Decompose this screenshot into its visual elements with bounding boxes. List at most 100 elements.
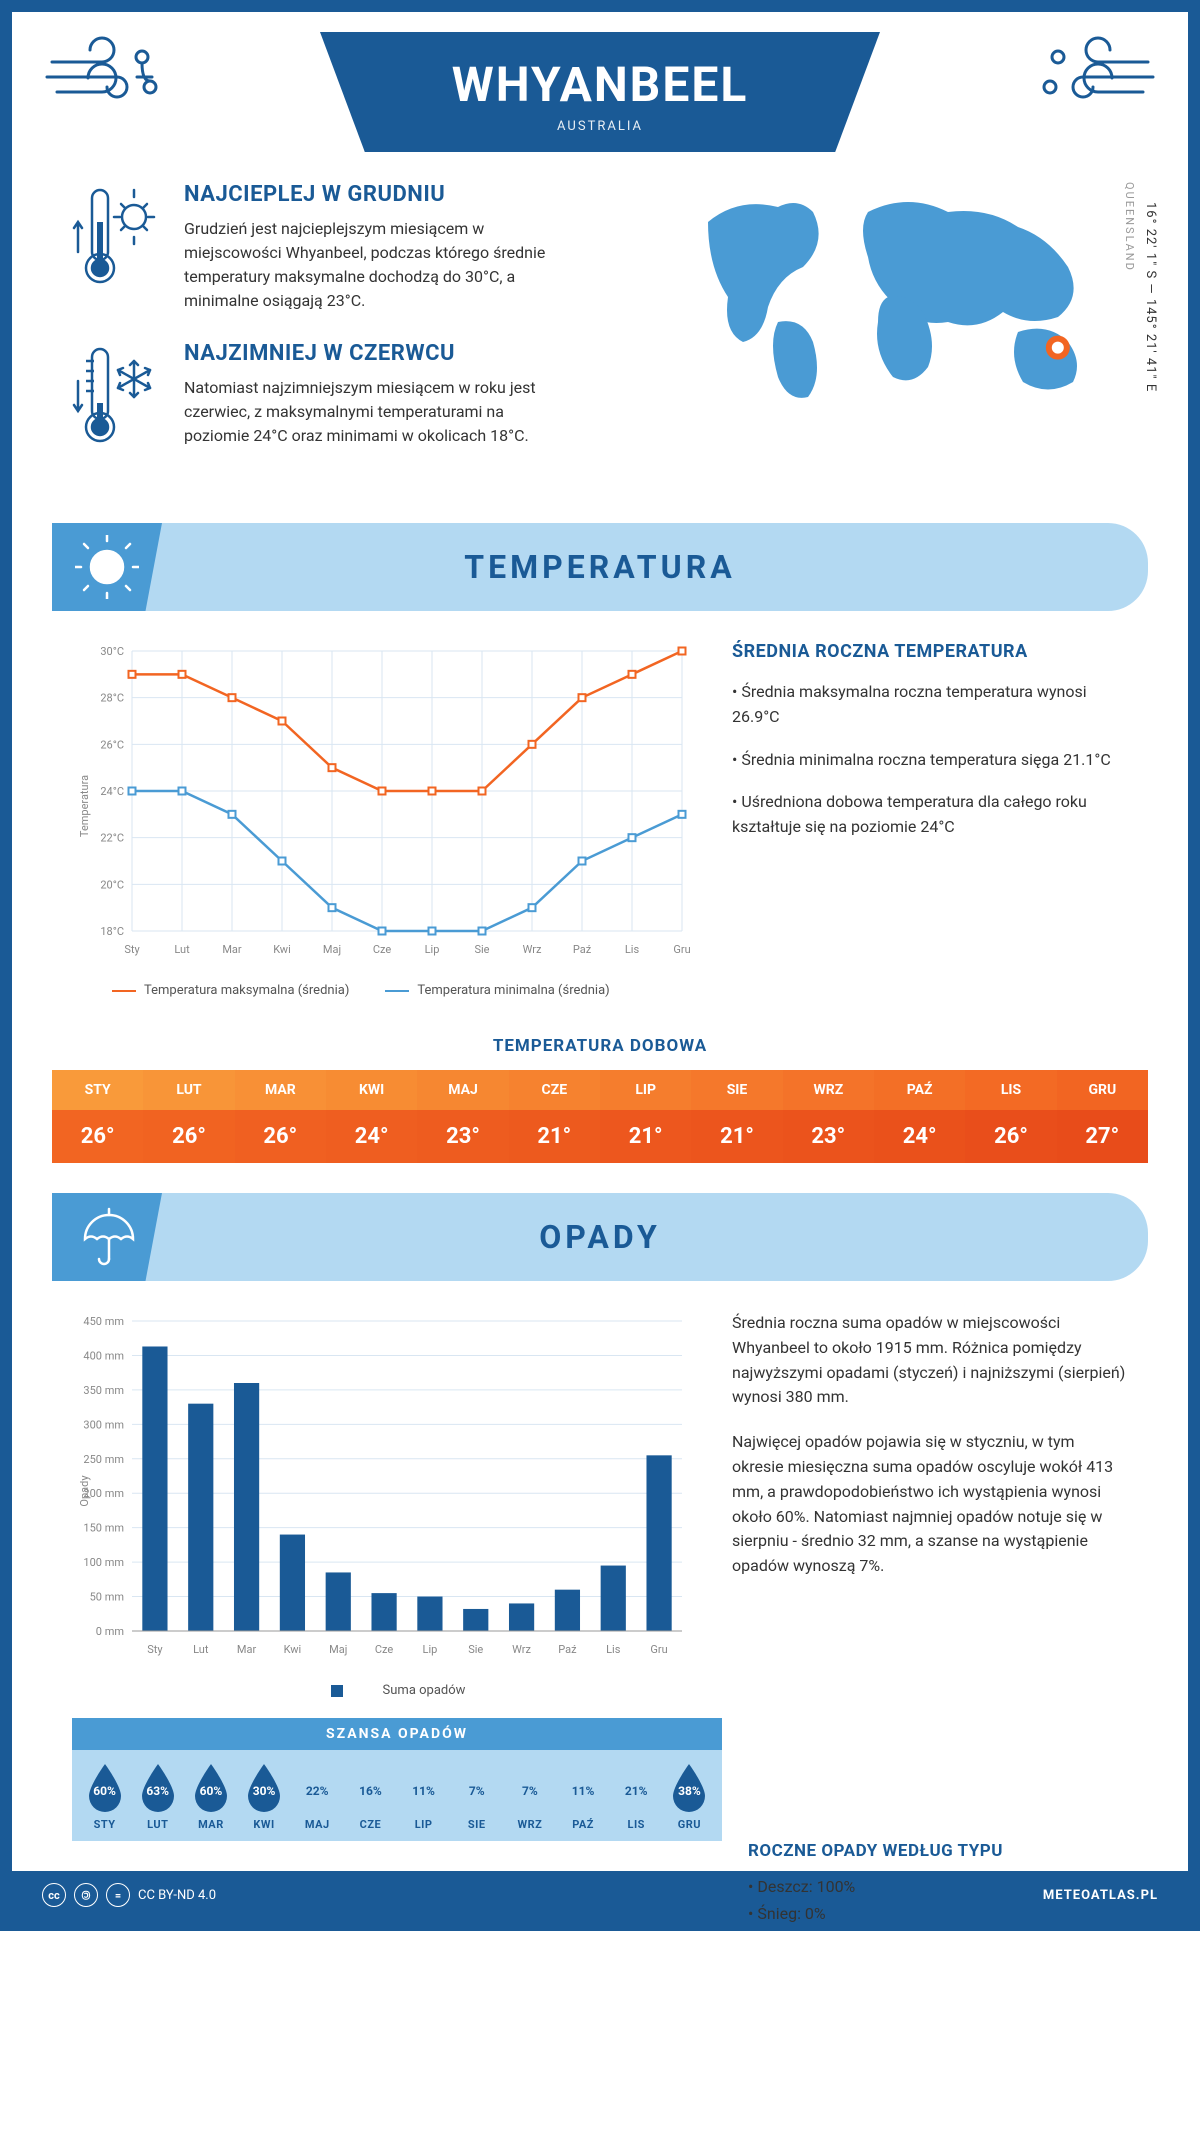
daily-col-value: 24° — [874, 1110, 965, 1163]
daily-col-header: MAJ — [417, 1070, 508, 1110]
daily-col-value: 23° — [417, 1110, 508, 1163]
svg-text:Paź: Paź — [558, 1643, 577, 1656]
chance-pct: 7% — [469, 1784, 485, 1798]
temp-bullet: • Średnia maksymalna roczna temperatura … — [732, 680, 1128, 730]
warmest-fact: NAJCIEPLEJ W GRUDNIU Grudzień jest najci… — [72, 182, 658, 313]
title-banner: WHYANBEEL AUSTRALIA — [320, 32, 880, 152]
chance-pct: 11% — [572, 1784, 595, 1798]
sun-icon — [52, 523, 162, 611]
chance-pct: 22% — [306, 1784, 329, 1798]
daily-col-header: MAR — [235, 1070, 326, 1110]
svg-text:Mar: Mar — [222, 943, 242, 956]
svg-text:Paź: Paź — [573, 943, 592, 956]
raindrop-icon: 22% — [296, 1762, 338, 1814]
chance-pct: 30% — [253, 1784, 276, 1798]
svg-text:Wrz: Wrz — [523, 943, 542, 956]
svg-text:22°C: 22°C — [100, 832, 124, 845]
region-label: QUEENSLAND — [1123, 182, 1136, 272]
warmest-text: Grudzień jest najcieplejszym miesiącem w… — [184, 217, 564, 313]
intro-facts: NAJCIEPLEJ W GRUDNIU Grudzień jest najci… — [72, 182, 658, 483]
daily-col-header: PAŹ — [874, 1070, 965, 1110]
svg-text:Sty: Sty — [147, 1643, 163, 1656]
precip-type-title: ROCZNE OPADY WEDŁUG TYPU — [748, 1841, 1128, 1861]
chance-cell: 7% WRZ — [503, 1762, 556, 1831]
chance-pct: 63% — [146, 1784, 169, 1798]
location-country: AUSTRALIA — [400, 119, 800, 134]
header: WHYANBEEL AUSTRALIA — [12, 12, 1188, 162]
legend-max: Temperatura maksymalna (średnia) — [112, 983, 349, 998]
temp-bullet: • Średnia minimalna roczna temperatura s… — [732, 748, 1128, 773]
raindrop-icon: 11% — [403, 1762, 445, 1814]
temperature-legend: Temperatura maksymalna (średnia) Tempera… — [72, 983, 692, 998]
svg-text:24°C: 24°C — [100, 785, 124, 798]
precip-legend: Suma opadów — [72, 1683, 692, 1698]
daily-col-header: GRU — [1057, 1070, 1148, 1110]
temp-bullet: • Uśredniona dobowa temperatura dla całe… — [732, 790, 1128, 840]
daily-col-value: 23° — [783, 1110, 874, 1163]
precip-row2: SZANSA OPADÓW 60% STY 63% LUT 60% MAR 30… — [12, 1718, 1188, 1871]
daily-col-header: STY — [52, 1070, 143, 1110]
daily-col-header: LIS — [965, 1070, 1056, 1110]
chance-cell: 30% KWI — [238, 1762, 291, 1831]
svg-text:Mar: Mar — [237, 1643, 257, 1656]
wind-icon-left — [42, 32, 172, 126]
raindrop-icon: 63% — [137, 1762, 179, 1814]
chance-month: MAJ — [291, 1818, 344, 1831]
chance-cell: 38% GRU — [663, 1762, 716, 1831]
svg-text:20°C: 20°C — [100, 878, 124, 891]
daily-col-header: LUT — [143, 1070, 234, 1110]
chance-cell: 7% SIE — [450, 1762, 503, 1831]
svg-text:Lut: Lut — [174, 943, 190, 956]
svg-text:250 mm: 250 mm — [83, 1453, 124, 1466]
svg-text:18°C: 18°C — [100, 925, 124, 938]
svg-text:28°C: 28°C — [100, 692, 124, 705]
legend-precip: Suma opadów — [299, 1683, 466, 1698]
chance-pct: 11% — [412, 1784, 435, 1798]
chance-month: LIP — [397, 1818, 450, 1831]
svg-text:26°C: 26°C — [100, 738, 124, 751]
daily-col-value: 21° — [691, 1110, 782, 1163]
coldest-fact: NAJZIMNIEJ W CZERWCU Natomiast najzimnie… — [72, 341, 658, 455]
precip-chart: 0 mm50 mm100 mm150 mm200 mm250 mm300 mm3… — [72, 1311, 692, 1698]
precip-type-line: • Deszcz: 100% — [748, 1873, 1128, 1900]
raindrop-icon: 11% — [562, 1762, 604, 1814]
nd-icon: = — [106, 1883, 130, 1907]
svg-text:Maj: Maj — [329, 1643, 347, 1656]
precip-summary: Średnia roczna suma opadów w miejscowośc… — [732, 1311, 1128, 1698]
chance-month: STY — [78, 1818, 131, 1831]
svg-text:Sie: Sie — [468, 1643, 483, 1656]
raindrop-icon: 21% — [615, 1762, 657, 1814]
svg-text:Kwi: Kwi — [273, 943, 291, 956]
chance-month: SIE — [450, 1818, 503, 1831]
precip-chance: SZANSA OPADÓW 60% STY 63% LUT 60% MAR 30… — [72, 1718, 722, 1841]
precip-type-line: • Śnieg: 0% — [748, 1900, 1128, 1927]
daily-temp-title: TEMPERATURA DOBOWA — [12, 1036, 1188, 1056]
precip-by-type: ROCZNE OPADY WEDŁUG TYPU • Deszcz: 100%•… — [748, 1841, 1128, 1927]
chance-cell: 11% PAŹ — [557, 1762, 610, 1831]
daily-col-header: LIP — [600, 1070, 691, 1110]
svg-text:50 mm: 50 mm — [90, 1591, 124, 1604]
daily-col-header: WRZ — [783, 1070, 874, 1110]
svg-text:Lut: Lut — [193, 1643, 209, 1656]
coldest-title: NAJZIMNIEJ W CZERWCU — [184, 341, 564, 366]
license-text: CC BY-ND 4.0 — [138, 1888, 216, 1903]
chance-cell: 21% LIS — [610, 1762, 663, 1831]
svg-text:450 mm: 450 mm — [83, 1315, 124, 1328]
chance-pct: 38% — [678, 1784, 701, 1798]
svg-text:300 mm: 300 mm — [83, 1418, 124, 1431]
chance-month: CZE — [344, 1818, 397, 1831]
svg-text:Gru: Gru — [673, 943, 690, 956]
world-map-block: QUEENSLAND 16° 22' 1" S — 145° 21' 41" E — [688, 182, 1148, 483]
legend-min: Temperatura minimalna (średnia) — [385, 983, 609, 998]
chance-cell: 60% MAR — [184, 1762, 237, 1831]
daily-col-value: 21° — [600, 1110, 691, 1163]
chance-pct: 16% — [359, 1784, 382, 1798]
chance-title: SZANSA OPADÓW — [72, 1718, 722, 1750]
daily-col-value: 26° — [235, 1110, 326, 1163]
svg-text:Lis: Lis — [625, 943, 640, 956]
daily-col-value: 26° — [965, 1110, 1056, 1163]
svg-text:350 mm: 350 mm — [83, 1384, 124, 1397]
raindrop-icon: 30% — [243, 1762, 285, 1814]
svg-text:Sie: Sie — [474, 943, 489, 956]
cc-icon: cc — [42, 1883, 66, 1907]
